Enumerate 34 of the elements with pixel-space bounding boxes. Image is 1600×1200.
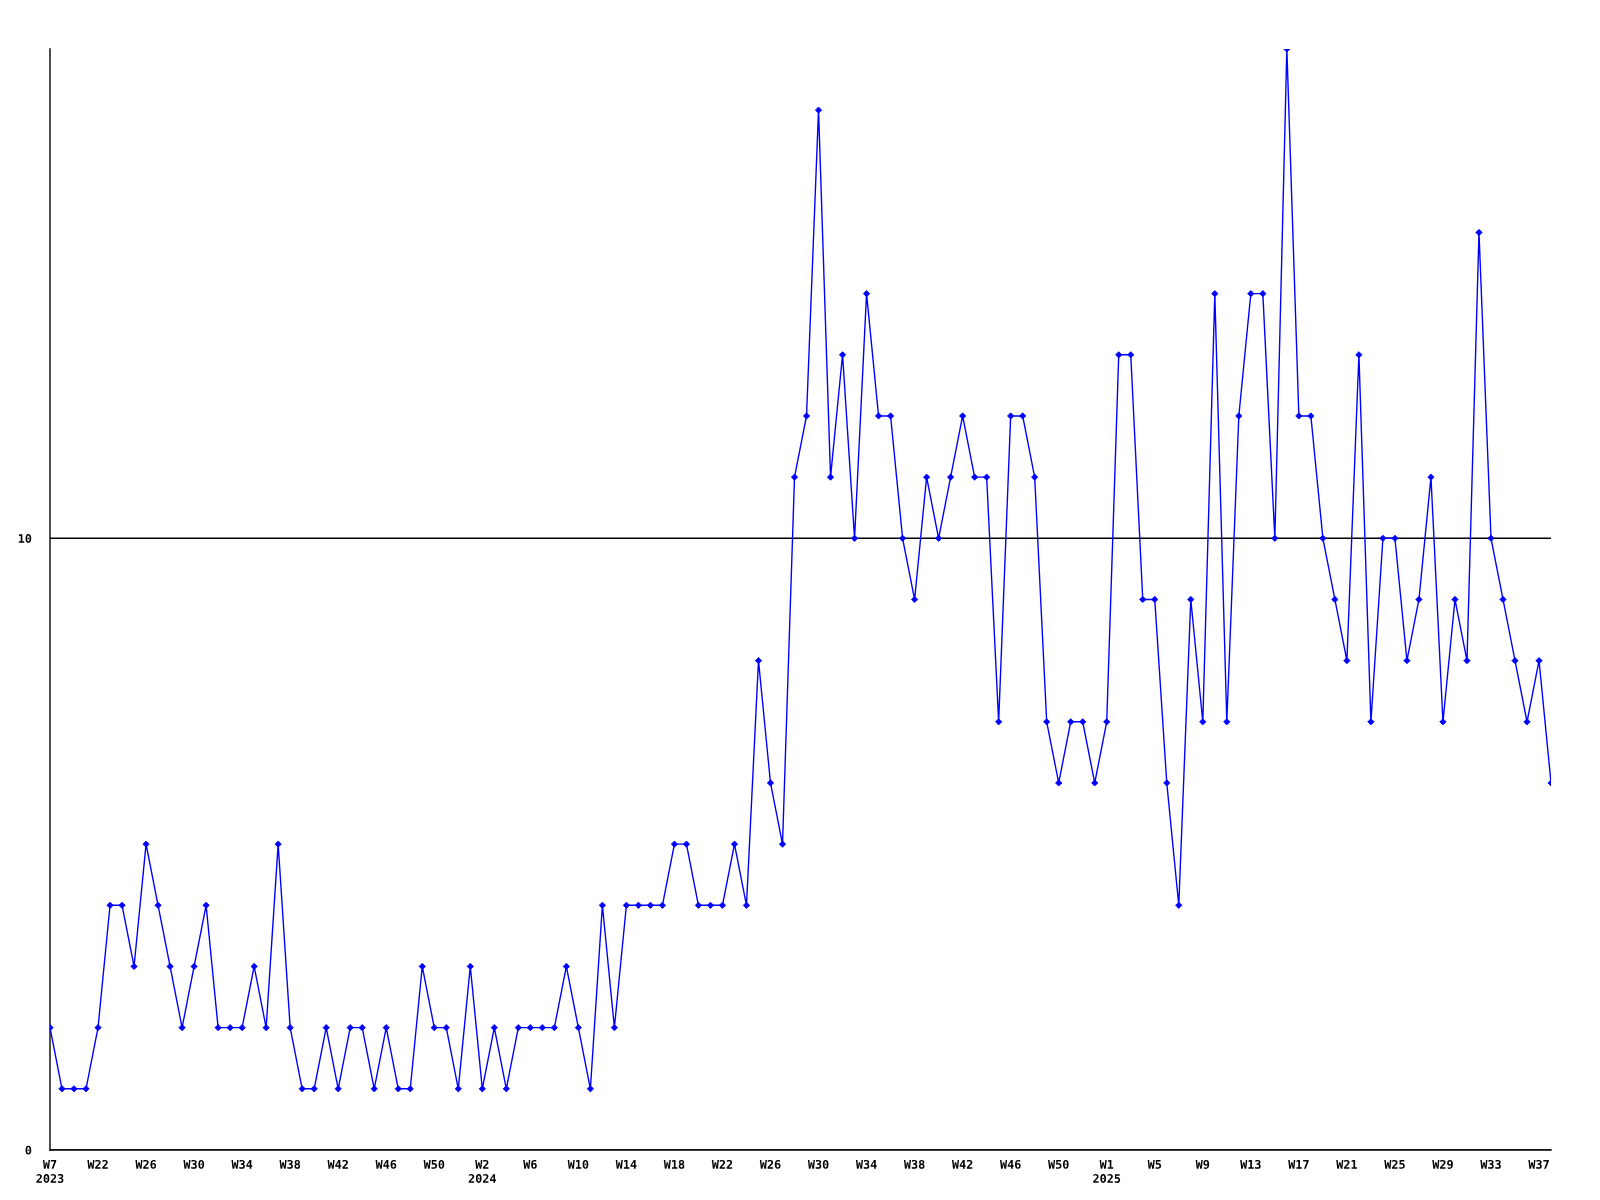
x-tick-label: W26	[135, 1159, 157, 1169]
x-tick-label: W38	[279, 1159, 301, 1169]
x-tick-label: W34	[855, 1159, 877, 1169]
x-tick-label: W30	[183, 1159, 205, 1169]
x-tick-label: W46	[375, 1159, 397, 1169]
x-tick-label: W9	[1195, 1159, 1210, 1169]
x-tick-label: W17	[1288, 1160, 1309, 1169]
x-tick-label: W34	[231, 1159, 253, 1169]
x-tick-label: W2 2024	[468, 1159, 496, 1183]
x-tick-label: W22	[87, 1159, 108, 1169]
x-tick-label: W42	[327, 1159, 348, 1169]
x-tick-label: W13	[1240, 1159, 1261, 1169]
x-tick-label: W5	[1147, 1160, 1162, 1169]
x-tick-label: W25	[1384, 1159, 1405, 1169]
x-tick-label: W14	[615, 1160, 637, 1169]
x-tick-label: W7 2023	[36, 1160, 64, 1183]
x-tick-label: W29	[1432, 1159, 1453, 1169]
x-tick-label: W22	[711, 1159, 733, 1169]
x-tick-label: W26	[759, 1159, 781, 1169]
x-tick-label: W50	[423, 1159, 445, 1169]
x-tick-label: W38	[903, 1159, 925, 1169]
x-tick-label: W33	[1480, 1159, 1501, 1169]
x-tick-label: W37	[1528, 1159, 1549, 1169]
x-tick-label: W50	[1048, 1159, 1069, 1169]
y-tick-label: 10	[18, 534, 32, 543]
x-tick-label: W30	[807, 1159, 829, 1169]
y-tick-label: 0	[25, 1145, 32, 1155]
x-tick-label: W21	[1336, 1159, 1357, 1169]
x-tick-label: W18	[663, 1159, 685, 1169]
x-tick-label: W10	[567, 1159, 589, 1169]
x-tick-label: W1 2025	[1093, 1160, 1121, 1183]
x-tick-label: W6	[523, 1159, 537, 1169]
x-tick-label: W46	[1000, 1159, 1021, 1169]
x-tick-label: W42	[951, 1159, 973, 1169]
